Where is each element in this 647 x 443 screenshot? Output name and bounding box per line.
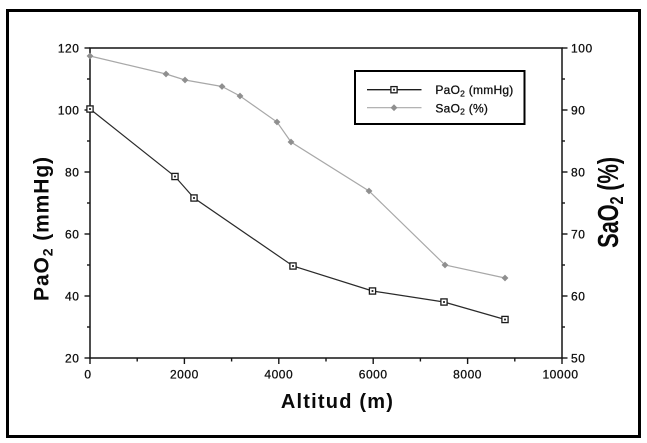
- svg-text:50: 50: [571, 352, 585, 366]
- svg-text:SaO2 (%): SaO2 (%): [435, 101, 488, 116]
- svg-text:2000: 2000: [170, 368, 199, 382]
- svg-text:20: 20: [65, 352, 79, 366]
- svg-text:4000: 4000: [264, 368, 293, 382]
- svg-text:70: 70: [571, 228, 585, 242]
- svg-text:Altitud (m): Altitud (m): [281, 391, 394, 413]
- svg-text:SaO2 (%): SaO2 (%): [593, 157, 627, 248]
- svg-text:8000: 8000: [453, 368, 482, 382]
- svg-text:0: 0: [84, 368, 91, 382]
- svg-text:90: 90: [571, 104, 585, 118]
- svg-text:60: 60: [571, 290, 585, 304]
- svg-text:80: 80: [65, 166, 79, 180]
- svg-text:120: 120: [58, 42, 80, 56]
- svg-text:100: 100: [571, 42, 593, 56]
- svg-text:100: 100: [58, 104, 80, 118]
- svg-text:80: 80: [571, 166, 585, 180]
- svg-text:40: 40: [65, 290, 79, 304]
- svg-text:10000: 10000: [542, 368, 578, 382]
- svg-text:PaO2 (mmHg): PaO2 (mmHg): [435, 83, 513, 98]
- svg-text:6000: 6000: [359, 368, 388, 382]
- svg-text:60: 60: [65, 228, 79, 242]
- svg-text:PaO2 (mmHg): PaO2 (mmHg): [30, 156, 55, 301]
